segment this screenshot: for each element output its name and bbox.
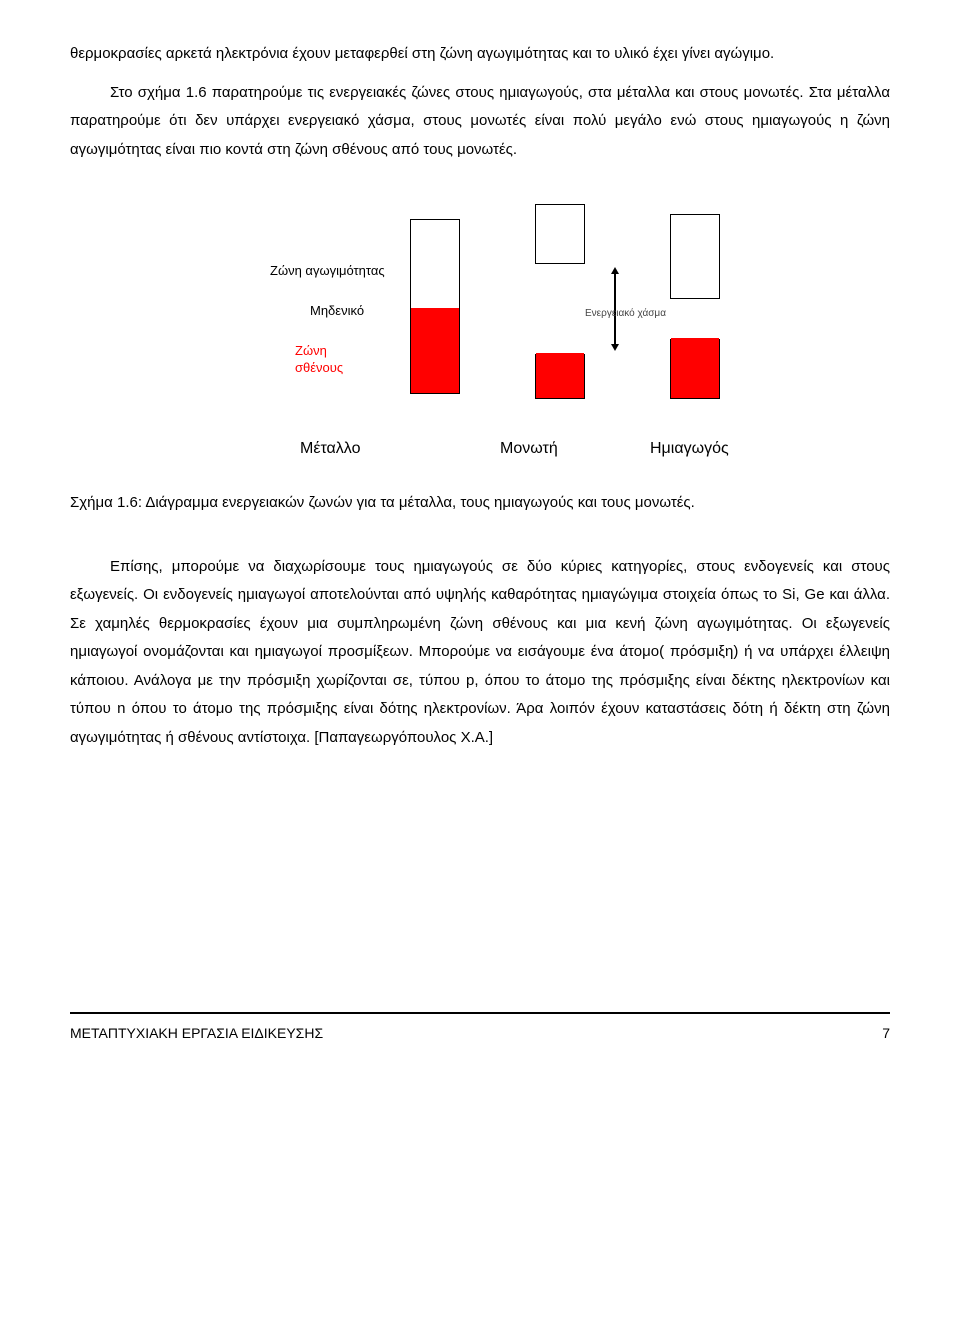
xlabel-metal: Μέταλλο bbox=[300, 434, 360, 464]
footer-left: ΜΕΤΑΠΤΥΧΙΑΚΗ ΕΡΓΑΣΙΑ ΕΙΔΙΚΕΥΣΗΣ bbox=[70, 1020, 323, 1047]
label-valence-2: σθένους bbox=[295, 356, 343, 381]
paragraph-3: Επίσης, μπορούμε να διαχωρίσουμε τους ημ… bbox=[70, 553, 890, 753]
gap-arrow-down-icon bbox=[611, 344, 619, 351]
bar-semi-valence-fill bbox=[671, 338, 719, 398]
bar-semi-valence bbox=[670, 339, 720, 399]
xlabel-insulator: Μονωτή bbox=[500, 434, 558, 464]
label-zero: Μηδενικό bbox=[310, 299, 364, 324]
footer-rule bbox=[70, 1012, 890, 1014]
bar-insulator-valence-fill bbox=[536, 353, 584, 398]
paragraph-1: θερμοκρασίες αρκετά ηλεκτρόνια έχουν μετ… bbox=[70, 40, 890, 69]
label-conduction-band: Ζώνη αγωγιμότητας bbox=[270, 259, 385, 284]
paragraph-2: Στο σχήμα 1.6 παρατηρούμε τις ενεργειακέ… bbox=[70, 79, 890, 165]
energy-band-diagram: Ζώνη αγωγιμότητας Μηδενικό Ζώνη σθένους … bbox=[200, 204, 760, 464]
bar-insulator-conduction bbox=[535, 204, 585, 264]
figure-caption: Σχήμα 1.6: Διάγραμμα ενεργειακών ζωνών γ… bbox=[70, 489, 890, 518]
diagram-container: Ζώνη αγωγιμότητας Μηδενικό Ζώνη σθένους … bbox=[70, 204, 890, 464]
bar-semi-conduction bbox=[670, 214, 720, 299]
footer-page-number: 7 bbox=[882, 1020, 890, 1047]
gap-arrow-up-icon bbox=[611, 267, 619, 274]
xlabel-semiconductor: Ημιαγωγός bbox=[650, 434, 729, 464]
bar-metal-fill bbox=[411, 308, 459, 393]
bar-insulator-valence bbox=[535, 354, 585, 399]
footer: ΜΕΤΑΠΤΥΧΙΑΚΗ ΕΡΓΑΣΙΑ ΕΙΔΙΚΕΥΣΗΣ 7 bbox=[70, 1020, 890, 1057]
bar-metal bbox=[410, 219, 460, 394]
label-gap: Ενεργειακό χάσμα bbox=[585, 304, 666, 323]
